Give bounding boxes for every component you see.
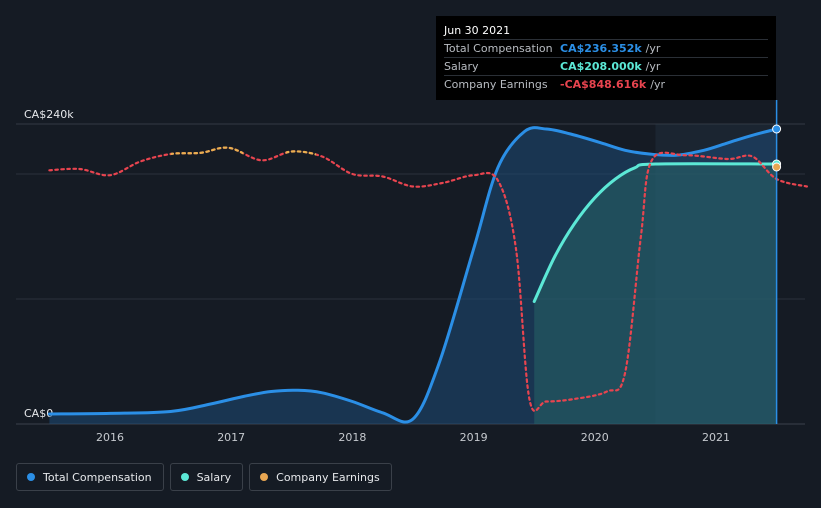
legend-item-salary[interactable]: Salary <box>169 463 244 491</box>
tooltip-label: Total Compensation <box>444 42 553 55</box>
company-earnings-line <box>48 146 808 413</box>
tooltip: Jun 30 2021 Total Compensation CA$236.35… <box>436 16 776 100</box>
tooltip-value: CA$236.352k <box>560 42 642 55</box>
y-tick-label: CA$0 <box>24 407 53 420</box>
total-compensation-line <box>47 126 779 424</box>
legend-label: Total Compensation <box>43 470 152 484</box>
tooltip-row-salary: Salary CA$208.000k /yr <box>444 57 768 75</box>
tooltip-value: CA$208.000k <box>560 60 642 73</box>
tooltip-unit: /yr <box>645 42 661 55</box>
tooltip-date: Jun 30 2021 <box>444 24 511 37</box>
legend: Total Compensation Salary Company Earnin… <box>16 463 392 491</box>
legend-dot-icon <box>27 473 35 481</box>
tooltip-label: Salary <box>444 60 479 73</box>
x-tick-label: 2021 <box>702 431 730 444</box>
x-tick-label: 2017 <box>217 431 245 444</box>
x-tick-label: 2019 <box>460 431 488 444</box>
legend-dot-icon <box>180 473 189 481</box>
x-tick-label: 2018 <box>338 431 366 444</box>
total-compensation-point <box>772 124 782 134</box>
legend-label: Salary <box>196 470 232 484</box>
tooltip-row-total-compensation: Total Compensation CA$236.352k /yr <box>444 39 768 57</box>
x-tick-label: 2016 <box>96 431 124 444</box>
tooltip-row-company-earnings: Company Earnings -CA$848.616k /yr <box>444 75 768 93</box>
legend-item-company-earnings[interactable]: Company Earnings <box>249 463 392 491</box>
legend-label: Company Earnings <box>276 470 380 484</box>
tooltip-value: -CA$848.616k <box>560 78 647 91</box>
legend-item-total-compensation[interactable]: Total Compensation <box>16 463 164 491</box>
total-compensation-area <box>49 127 777 424</box>
company-earnings-point <box>772 162 782 172</box>
tooltip-unit: /yr <box>645 60 661 73</box>
y-tick-label: CA$240k <box>24 108 74 121</box>
salary-area <box>534 163 777 424</box>
tooltip-label: Company Earnings <box>444 78 548 91</box>
x-tick-label: 2020 <box>581 431 609 444</box>
legend-dot-icon <box>260 473 269 481</box>
tooltip-unit: /yr <box>650 78 665 91</box>
salary-line <box>532 162 779 303</box>
